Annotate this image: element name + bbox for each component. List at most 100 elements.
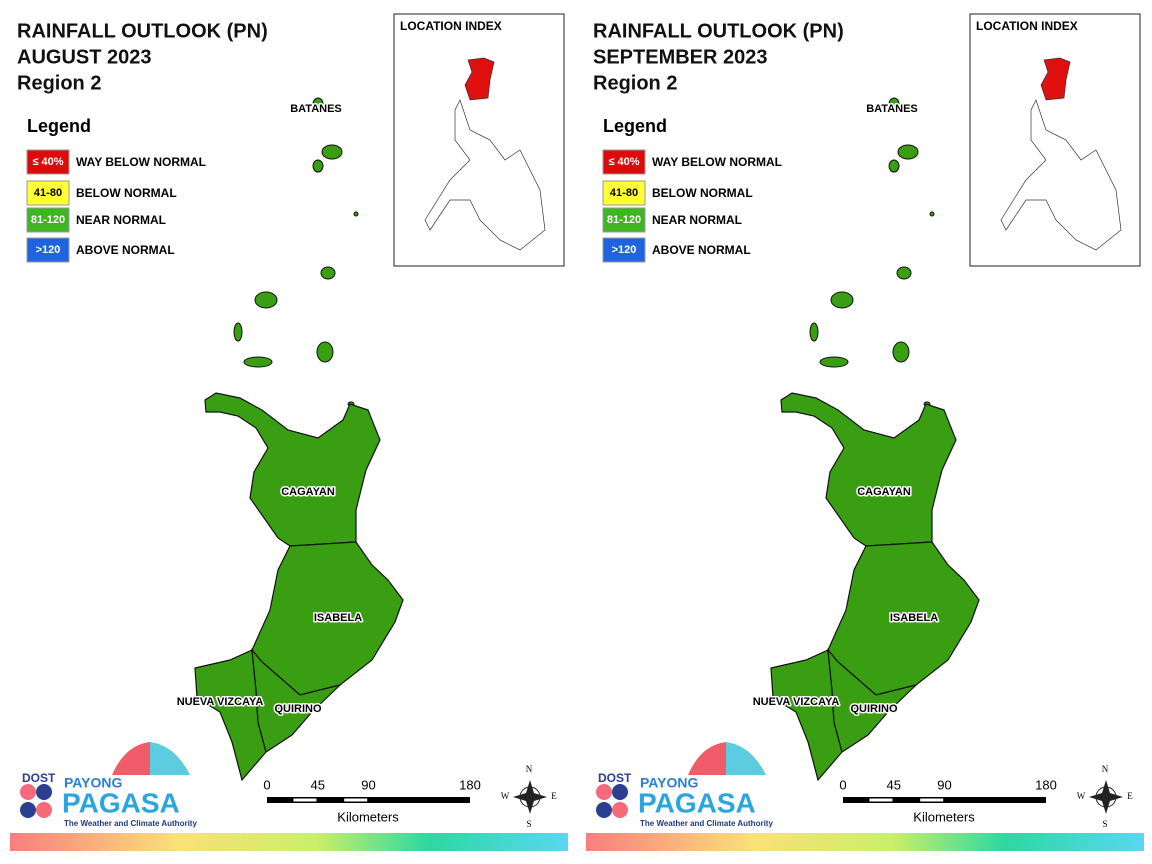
province <box>827 648 919 753</box>
island <box>316 341 334 363</box>
logo-dot <box>36 802 52 818</box>
island <box>353 211 359 217</box>
province-label: ISABELA <box>890 612 938 624</box>
legend-swatch <box>26 237 70 263</box>
island <box>321 144 343 160</box>
legend-swatch-text: 81-120 <box>607 214 641 226</box>
legend-label: BELOW NORMAL <box>652 186 753 200</box>
island <box>243 356 273 368</box>
title-line: Region 2 <box>17 72 101 94</box>
logo-dot <box>612 784 628 800</box>
island-label: BATANES <box>290 103 342 115</box>
title-line: RAINFALL OUTLOOK (PN) <box>593 20 844 42</box>
logo-name: PAGASA <box>638 787 756 818</box>
legend-swatch-text: ≤ 40% <box>608 156 639 168</box>
legend-swatch-text: 41-80 <box>610 187 638 199</box>
province-label: NUEVA VIZCAYA <box>753 696 840 708</box>
legend-label: BELOW NORMAL <box>76 186 177 200</box>
logo-name: PAGASA <box>62 787 180 818</box>
legend-swatch <box>26 149 70 175</box>
province <box>251 541 404 696</box>
inset-title: LOCATION INDEX <box>976 19 1078 33</box>
scale-bar-segment <box>869 798 893 802</box>
scale-tick-label: 0 <box>263 777 270 792</box>
province <box>251 648 343 753</box>
legend-swatch-text: ≤ 40% <box>32 156 63 168</box>
panel: RAINFALL OUTLOOK (PN) AUGUST 2023 Region 2… <box>10 13 568 851</box>
scale-bar-segment <box>293 798 317 802</box>
legend-swatch-text: 41-80 <box>34 187 62 199</box>
legend-swatch-text: 81-120 <box>31 214 65 226</box>
logo-agency: DOST <box>22 771 56 785</box>
scale-unit: Kilometers <box>337 809 399 824</box>
compass-ring <box>1095 786 1117 808</box>
logo-umbrella-right <box>726 742 766 775</box>
compass-letter: W <box>501 791 510 801</box>
legend-swatch <box>602 237 646 263</box>
legend-title: Legend <box>27 116 91 136</box>
scale-tick-label: 90 <box>937 777 951 792</box>
island <box>888 159 900 173</box>
legend-label: ABOVE NORMAL <box>652 243 751 257</box>
island <box>830 291 854 309</box>
island <box>929 211 935 217</box>
compass-letter: S <box>526 819 531 829</box>
scale-tick-label: 45 <box>887 777 901 792</box>
panel: RAINFALL OUTLOOK (PN) SEPTEMBER 2023 Regio… <box>586 13 1144 851</box>
legend-swatch-text: >120 <box>612 244 637 256</box>
province <box>827 541 980 696</box>
province <box>204 392 381 547</box>
island <box>888 97 900 111</box>
inset-region <box>464 57 495 101</box>
scale-tick-label: 180 <box>1035 777 1057 792</box>
island <box>233 322 243 342</box>
legend-swatch <box>26 180 70 206</box>
logo-umbrella-right <box>150 742 190 775</box>
province-label: ISABELA <box>314 612 362 624</box>
legend-swatch-text: >120 <box>36 244 61 256</box>
scale-bar-segment <box>344 798 368 802</box>
scale-bar-segment <box>920 798 944 802</box>
legend-swatch <box>26 207 70 233</box>
scale-tick-label: 90 <box>361 777 375 792</box>
island <box>892 341 910 363</box>
logo-dot <box>36 784 52 800</box>
logo-umbrella-left <box>688 742 726 775</box>
inset-land <box>424 99 546 251</box>
inset-region <box>1040 57 1071 101</box>
compass-letter: E <box>551 791 557 801</box>
scale-tick-label: 45 <box>311 777 325 792</box>
logo-umbrella-left <box>112 742 150 775</box>
logo-dot <box>596 802 612 818</box>
inset-title: LOCATION INDEX <box>400 19 502 33</box>
title-line: SEPTEMBER 2023 <box>593 46 768 68</box>
logo-dot <box>596 784 612 800</box>
logo-agency: DOST <box>598 771 632 785</box>
compass-letter: S <box>1102 819 1107 829</box>
province-label: NUEVA VIZCAYA <box>177 696 264 708</box>
legend-title: Legend <box>603 116 667 136</box>
compass-rose <box>513 780 547 814</box>
title-line: AUGUST 2023 <box>17 46 152 68</box>
province-label: CAGAYAN <box>857 486 911 498</box>
compass-ring <box>519 786 541 808</box>
inset-land <box>1000 99 1122 251</box>
island <box>312 97 324 111</box>
province-label: QUIRINO <box>274 703 322 715</box>
legend-label: NEAR NORMAL <box>652 213 742 227</box>
scale-tick-label: 180 <box>459 777 481 792</box>
scale-bar <box>843 797 1046 803</box>
logo-tagline: The Weather and Climate Authority <box>64 819 197 828</box>
province <box>780 392 957 547</box>
legend-label: NEAR NORMAL <box>76 213 166 227</box>
color-band <box>10 833 568 851</box>
island <box>809 322 819 342</box>
logo-tagline: The Weather and Climate Authority <box>640 819 773 828</box>
legend-label: ABOVE NORMAL <box>76 243 175 257</box>
legend-label: WAY BELOW NORMAL <box>652 155 782 169</box>
logo-dot <box>20 802 36 818</box>
province-label: QUIRINO <box>850 703 898 715</box>
legend-swatch <box>602 180 646 206</box>
title-line: Region 2 <box>593 72 677 94</box>
